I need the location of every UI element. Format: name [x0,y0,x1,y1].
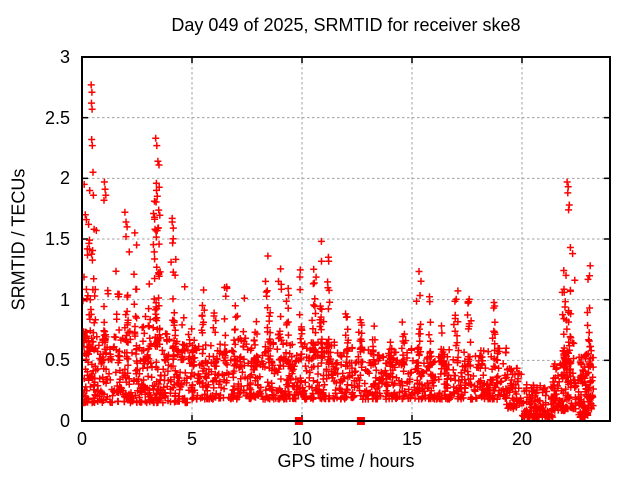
plot-border [81,56,611,422]
y-tick-label-3: 3 [59,47,70,67]
y-tick-label-1.5: 1.5 [44,229,70,249]
x-tick-label-20: 20 [511,429,533,449]
chart-title: Day 049 of 2025, SRMTID for receiver ske… [171,15,521,35]
grid-lines [82,57,610,421]
data-points-srmtid [82,81,597,421]
y-tick-label-2.5: 2.5 [44,107,70,128]
y-tick-label-0.5: 0.5 [44,350,70,371]
x-tick-label-10: 10 [291,429,313,449]
x-tick-label-5: 5 [186,429,197,449]
y-tick-label-2: 2 [59,168,70,189]
y-tick-label-1: 1 [59,289,70,310]
x-axis-title: GPS time / hours [277,451,415,471]
y-tick-label-0: 0 [59,411,70,431]
x-tick-label-0: 0 [76,429,87,449]
x-tick-label-15: 15 [401,429,423,449]
